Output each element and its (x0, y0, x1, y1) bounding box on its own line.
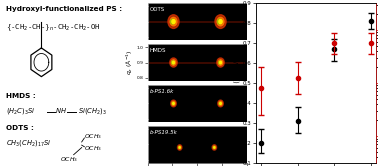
Y-axis label: Mobility (cm²/Vs): Mobility (cm²/Vs) (233, 55, 240, 111)
Circle shape (220, 61, 222, 64)
Circle shape (214, 147, 215, 148)
Text: HMDS: HMDS (149, 48, 166, 53)
Circle shape (218, 61, 221, 64)
Circle shape (173, 103, 174, 104)
Text: b-PS1.6k: b-PS1.6k (149, 89, 174, 94)
Text: $\{$-CH$_2$-CH-$\}_n$-CH$_2$-CH$_2$-OH: $\{$-CH$_2$-CH-$\}_n$-CH$_2$-CH$_2$-OH (6, 22, 101, 33)
Text: Hydroxyl-functionalized PS :: Hydroxyl-functionalized PS : (6, 6, 122, 12)
Circle shape (172, 61, 175, 64)
Circle shape (171, 60, 176, 65)
Text: $OCH_3$: $OCH_3$ (60, 156, 78, 164)
Circle shape (217, 58, 224, 67)
Text: ODTS: ODTS (149, 7, 165, 12)
Text: b-PS19.5k: b-PS19.5k (149, 130, 177, 135)
Text: $NH$: $NH$ (55, 106, 67, 115)
Circle shape (172, 101, 175, 105)
Text: $OCH_3$: $OCH_3$ (84, 144, 102, 153)
Circle shape (178, 147, 180, 148)
Y-axis label: $q_z$ (Å$^{-1}$): $q_z$ (Å$^{-1}$) (124, 50, 135, 75)
Text: HMDS :: HMDS : (6, 93, 36, 99)
Text: ODTS :: ODTS : (6, 125, 34, 131)
Circle shape (170, 58, 177, 67)
Text: $(H_2C)_3Si$: $(H_2C)_3Si$ (6, 106, 36, 116)
Circle shape (215, 15, 226, 28)
Text: $Si(CH_2)_3$: $Si(CH_2)_3$ (77, 106, 107, 116)
Circle shape (172, 61, 174, 64)
Circle shape (170, 19, 175, 24)
Circle shape (217, 19, 222, 24)
Circle shape (172, 102, 174, 105)
Circle shape (171, 100, 176, 107)
Circle shape (213, 147, 215, 148)
Circle shape (218, 100, 223, 107)
Circle shape (219, 101, 222, 105)
Circle shape (218, 60, 223, 65)
Circle shape (178, 146, 181, 149)
Text: $CH_3(CH_2)_{17}Si$: $CH_3(CH_2)_{17}Si$ (6, 138, 52, 148)
Text: $OCH_3$: $OCH_3$ (84, 132, 102, 141)
Circle shape (179, 147, 180, 148)
Circle shape (172, 20, 175, 24)
Circle shape (177, 145, 182, 150)
Circle shape (213, 146, 215, 149)
Circle shape (219, 20, 222, 24)
Circle shape (220, 103, 221, 104)
Circle shape (217, 17, 224, 26)
Circle shape (168, 15, 179, 28)
Circle shape (170, 17, 177, 26)
Circle shape (212, 145, 217, 150)
Circle shape (219, 102, 221, 105)
